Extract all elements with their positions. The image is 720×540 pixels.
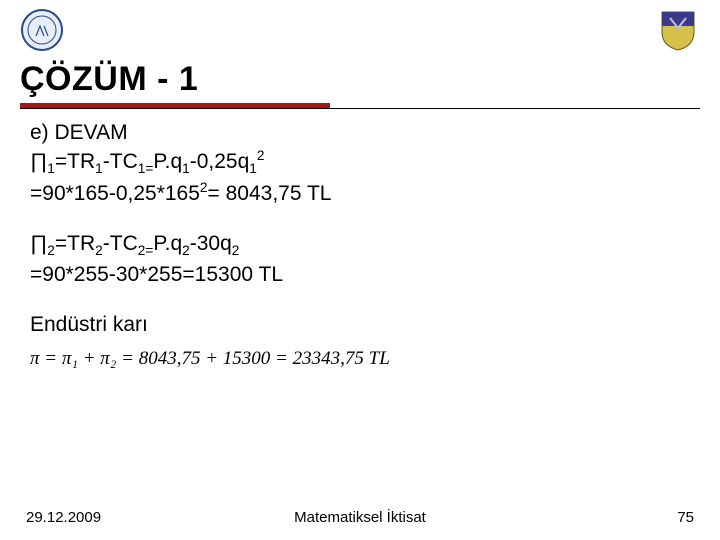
- pi1-line2: =90*165-0,25*1652= 8043,75 TL: [30, 179, 690, 208]
- pi2-line2: =90*255-30*255=15300 TL: [30, 261, 690, 289]
- title-area: ÇÖZÜM - 1: [0, 60, 720, 109]
- top-bar: [0, 0, 720, 56]
- pi1-line1: ∏1=TR1-TC1=P.q1-0,25q12: [30, 147, 690, 179]
- slide-content: e) DEVAM ∏1=TR1-TC1=P.q1-0,25q12 =90*165…: [0, 109, 720, 371]
- university-logo-left: [20, 8, 64, 52]
- title-rule-black: [20, 108, 700, 109]
- footer-date: 29.12.2009: [26, 509, 101, 526]
- footer-center: Matematiksel İktisat: [294, 509, 426, 526]
- slide-title: ÇÖZÜM - 1: [20, 60, 700, 101]
- shield-logo-right: [656, 8, 700, 52]
- industry-label: Endüstri karı: [30, 311, 690, 339]
- block-industry: Endüstri karı π = π₁ + π₂ = 8043,75 + 15…: [30, 311, 690, 371]
- footer: 29.12.2009 Matematiksel İktisat 75: [0, 509, 720, 526]
- pi2-line1: ∏2=TR2-TC2=P.q2-30q2: [30, 230, 690, 261]
- line-e: e) DEVAM: [30, 119, 690, 147]
- title-rule: [20, 103, 700, 109]
- industry-formula: π = π₁ + π₂ = 8043,75 + 15300 = 23343,75…: [30, 346, 690, 372]
- block-pi2: ∏2=TR2-TC2=P.q2-30q2 =90*255-30*255=1530…: [30, 230, 690, 289]
- block-pi1: e) DEVAM ∏1=TR1-TC1=P.q1-0,25q12 =90*165…: [30, 119, 690, 208]
- footer-page: 75: [677, 509, 694, 526]
